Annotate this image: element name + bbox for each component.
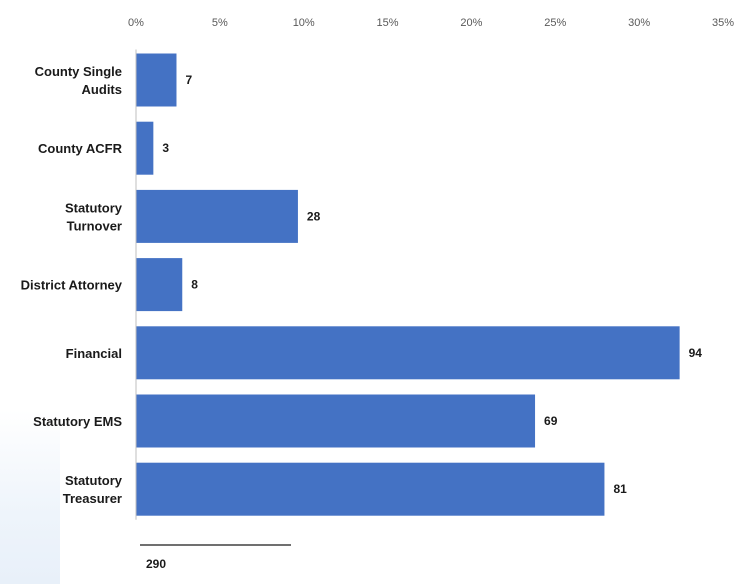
- bar: [136, 53, 177, 107]
- category-label: Audits: [82, 82, 122, 97]
- total-label: 290: [146, 557, 166, 571]
- category-label: Statutory: [65, 200, 123, 215]
- category-label: County Single: [35, 64, 122, 79]
- x-tick-label: 5%: [212, 17, 228, 29]
- data-label: 94: [689, 346, 703, 360]
- data-label: 69: [544, 414, 558, 428]
- x-tick-label: 20%: [460, 17, 482, 29]
- category-label: Turnover: [67, 218, 122, 233]
- bar: [136, 189, 298, 243]
- data-label: 3: [162, 141, 169, 155]
- data-label: 7: [185, 73, 192, 87]
- category-label: County ACFR: [38, 141, 123, 156]
- x-tick-label: 35%: [712, 17, 734, 29]
- bars: [136, 53, 680, 516]
- data-labels: 7 3 28 8 94 69 81: [162, 73, 702, 496]
- x-tick-label: 15%: [377, 17, 399, 29]
- x-tick-label: 25%: [544, 17, 566, 29]
- data-label: 81: [613, 482, 627, 496]
- bar: [136, 462, 605, 516]
- bar: [136, 258, 183, 312]
- category-label: Statutory: [65, 473, 123, 488]
- category-labels: County Single Audits County ACFR Statutory T…: [21, 64, 123, 506]
- data-label: 28: [307, 209, 321, 223]
- x-axis-ticks: 0% 5% 10% 15% 20% 25% 30% 35%: [128, 17, 734, 29]
- background-accent: [0, 410, 60, 584]
- category-label: Treasurer: [63, 491, 122, 506]
- category-label: District Attorney: [21, 278, 123, 293]
- bar: [136, 394, 536, 448]
- category-label: Financial: [66, 346, 122, 361]
- x-tick-label: 0%: [128, 17, 144, 29]
- bar: [136, 326, 680, 380]
- x-tick-label: 10%: [293, 17, 315, 29]
- category-label: Statutory EMS: [33, 414, 122, 429]
- x-tick-label: 30%: [628, 17, 650, 29]
- data-label: 8: [191, 278, 198, 292]
- bar: [136, 121, 154, 175]
